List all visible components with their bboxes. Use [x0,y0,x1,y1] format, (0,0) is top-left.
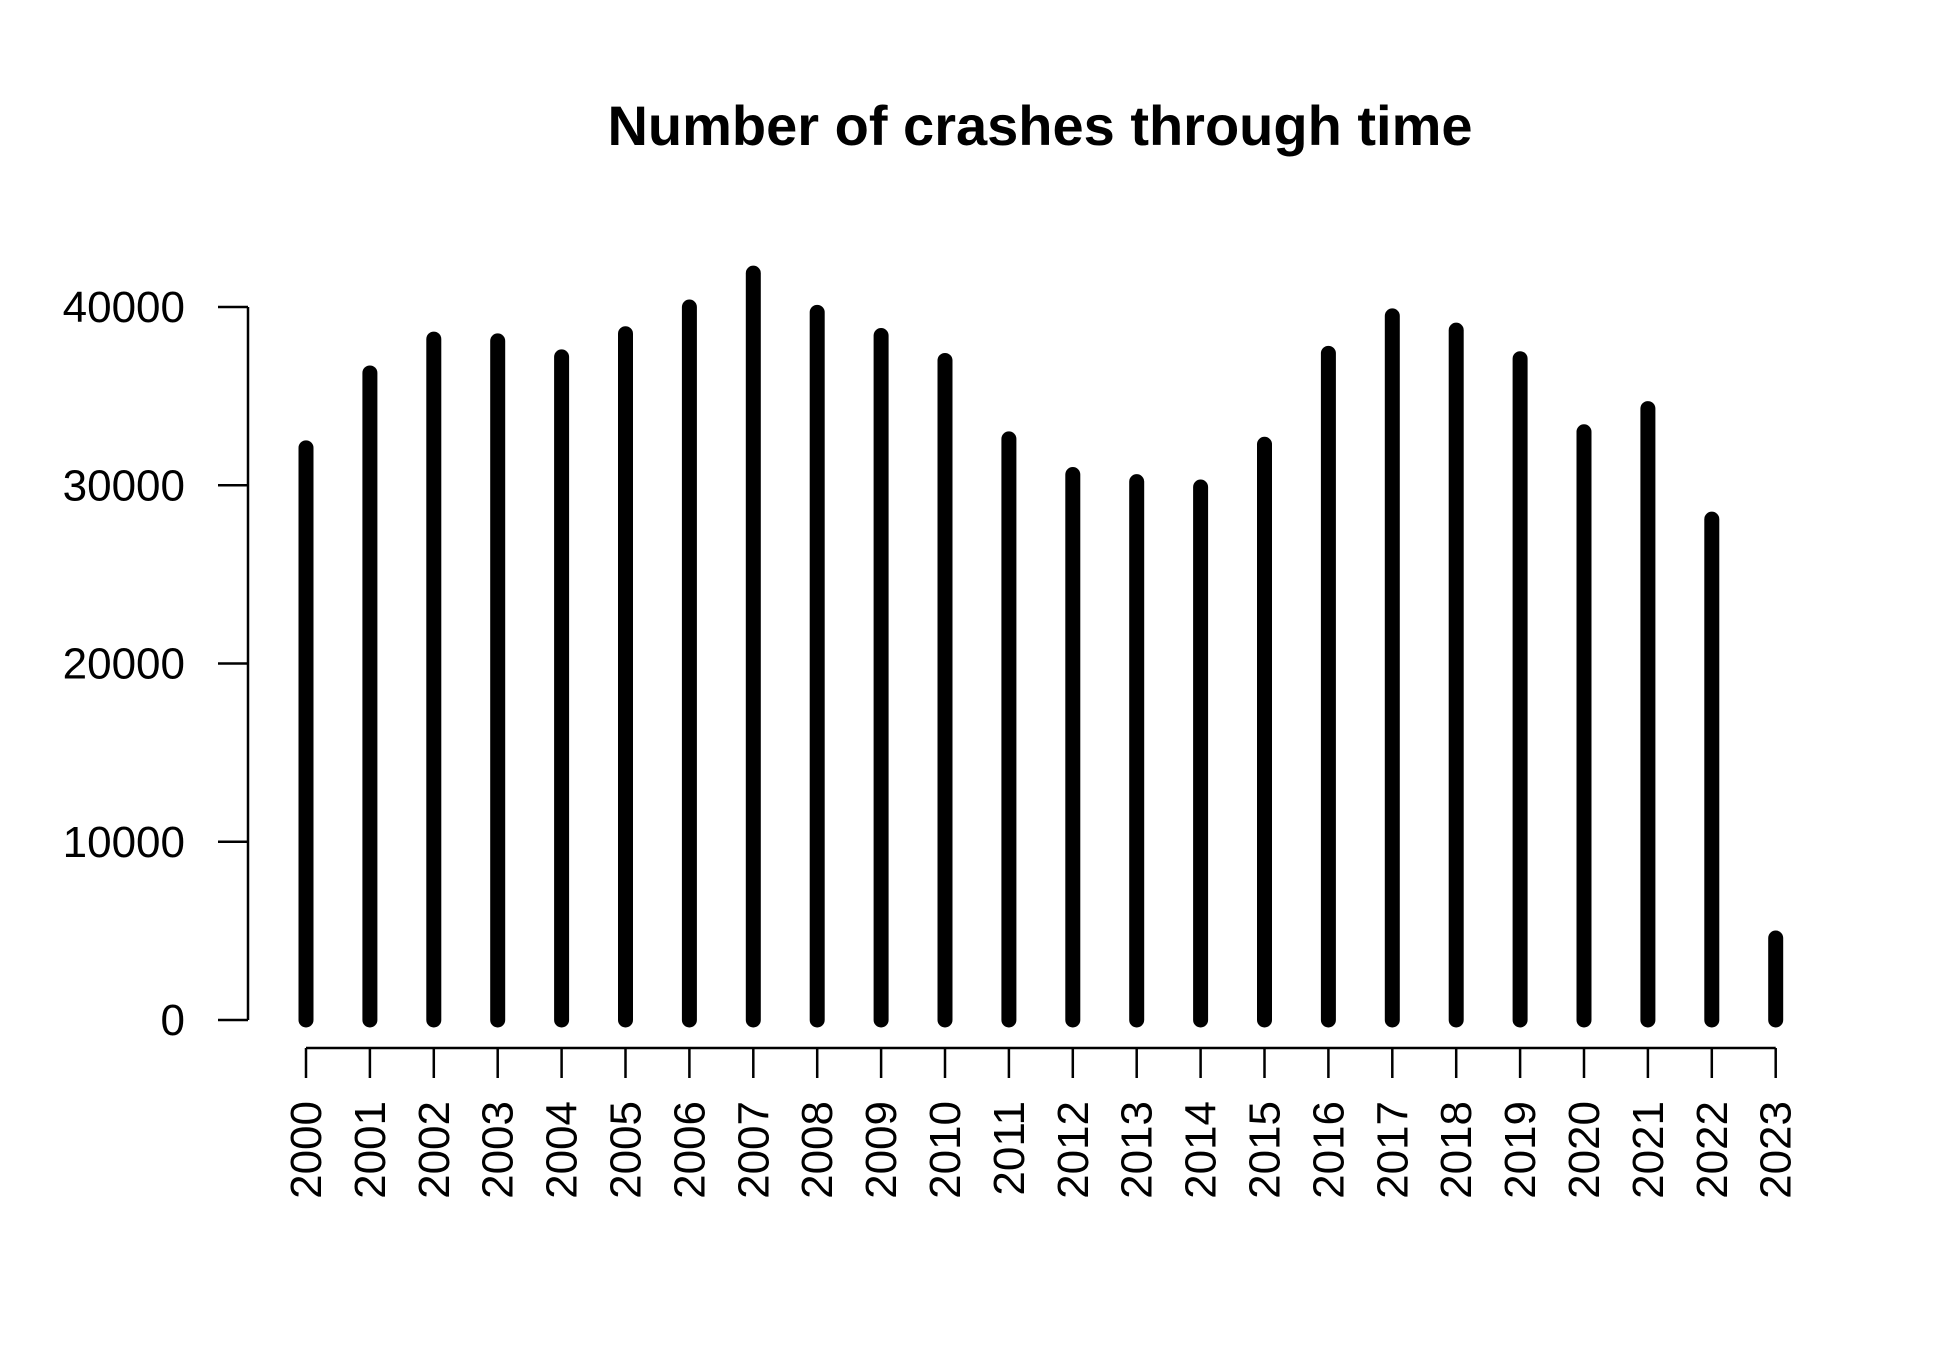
x-tick-label: 2001 [346,1101,395,1199]
x-tick-label: 2002 [410,1101,459,1199]
x-tick-label: 2020 [1560,1101,1609,1199]
x-tick-label: 2005 [602,1101,651,1199]
x-tick-label: 2021 [1624,1101,1673,1199]
y-axis: 0 10000 20000 30000 40000 [63,283,250,1045]
x-tick-label: 2023 [1752,1101,1801,1199]
y-tick-label: 10000 [63,818,185,867]
x-tick-label: 2010 [921,1101,970,1199]
x-tick-label: 2014 [1177,1101,1226,1199]
bars-group [298,265,1784,1028]
x-tick-label: 2009 [857,1101,906,1199]
x-tick-label: 2015 [1241,1101,1290,1199]
x-tick-label: 2008 [793,1101,842,1199]
x-tick-label: 2016 [1304,1101,1353,1199]
x-tick-label: 2018 [1432,1101,1481,1199]
x-tick-label: 2012 [1049,1101,1098,1199]
y-tick-label: 40000 [63,283,185,332]
x-tick-label: 2003 [474,1101,523,1199]
y-tick-label: 20000 [63,640,185,689]
x-tick-label: 2006 [665,1101,714,1199]
x-tick-label: 2004 [538,1101,587,1199]
x-tick-label: 2011 [985,1101,1034,1196]
y-tick-label: 30000 [63,461,185,510]
x-tick-label: 2013 [1113,1101,1162,1199]
x-axis: 2000 2001 2002 2003 2004 2005 2006 2007 2008 2009… [282,1046,1801,1199]
y-tick-label: 0 [161,996,185,1045]
x-tick-label: 2022 [1688,1101,1737,1199]
chart-title: Number of crashes through time [607,94,1472,157]
x-tick-label: 2019 [1496,1101,1545,1199]
x-tick-label: 2007 [729,1101,778,1199]
x-tick-label: 2000 [282,1101,331,1199]
x-tick-label: 2017 [1368,1101,1417,1199]
